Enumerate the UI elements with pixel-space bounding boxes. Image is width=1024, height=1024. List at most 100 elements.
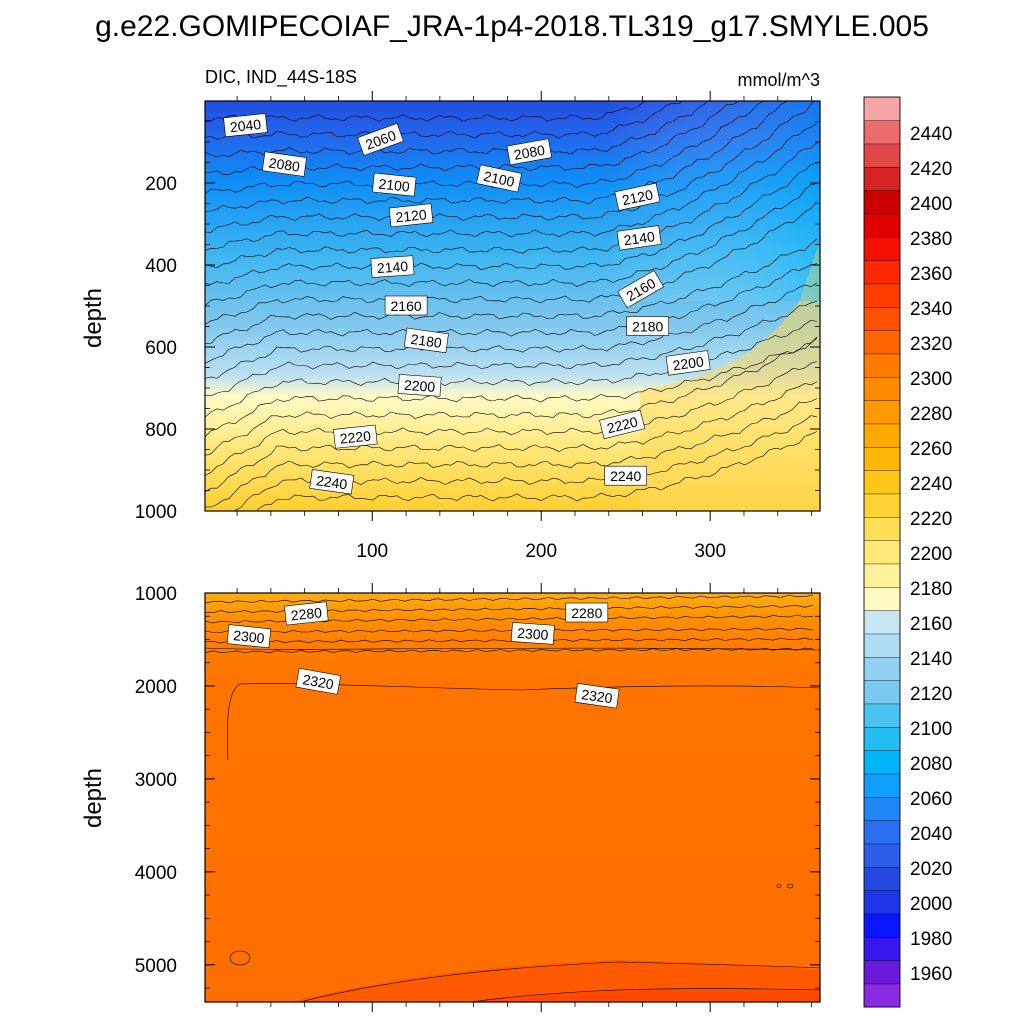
contour-label: 2320 [295, 667, 341, 695]
colorbar-swatch [863, 610, 901, 635]
colorbar-label: 1960 [910, 964, 952, 985]
colorbar-swatch [863, 703, 901, 728]
lower-contour-line [469, 988, 820, 1002]
upper-contour-line [205, 398, 818, 508]
lower-contour-labels: 2280 2280 2300 2300 2320 2320 [226, 601, 620, 709]
lower-contour-loop [229, 950, 251, 966]
contour-label-text: 2040 [229, 116, 262, 135]
colorbar-swatch [863, 960, 901, 985]
contour-label-text: 2300 [233, 627, 266, 646]
colorbar-swatch [863, 353, 901, 378]
colorbar-label: 2220 [910, 509, 952, 530]
contour-label-box [614, 182, 661, 211]
contour-label: 2180 [403, 327, 449, 354]
contour-label: 2200 [665, 350, 711, 376]
upper-contour-line [205, 101, 683, 140]
colorbar-swatch [863, 843, 901, 868]
contour-label-box [599, 409, 646, 440]
contour-label-text: 2120 [621, 186, 655, 208]
contour-label-box [370, 255, 415, 278]
lower-deep-darker-wedge [470, 988, 820, 1002]
colorbar-swatch [863, 236, 901, 261]
y-tick-label: 600 [145, 338, 177, 359]
contour-label-box [309, 469, 355, 495]
contour-label: 2200 [397, 374, 442, 397]
contour-label-text: 2280 [571, 605, 602, 621]
colorbar-swatch [863, 283, 901, 308]
upper-contour-lines [205, 101, 818, 511]
contour-label-text: 2220 [339, 428, 372, 447]
contour-label: 2240 [604, 465, 648, 486]
contour-label-box [574, 683, 620, 709]
colorbar-swatch [863, 890, 901, 915]
contour-label-text: 2080 [513, 142, 547, 163]
colorbar-label: 2280 [910, 404, 952, 425]
lower-panel-frame [204, 592, 821, 1003]
contour-label-text: 2120 [395, 206, 428, 225]
colorbar-swatch [863, 330, 901, 355]
contour-label-text: 2300 [517, 625, 549, 643]
lower-field-fill [205, 593, 820, 1002]
lower-contour-line [205, 594, 814, 604]
colorbar-swatch [863, 516, 901, 541]
colorbar-label: 2120 [910, 684, 952, 705]
colorbar-label: 2060 [910, 789, 952, 810]
contour-label-text: 2280 [290, 604, 323, 623]
contour-label: 2300 [226, 624, 272, 649]
lower-contour-line [205, 647, 814, 654]
lower-contour-line [205, 627, 814, 634]
contour-label-box [333, 424, 378, 449]
contour-label-box [223, 113, 268, 138]
contour-label-box [665, 350, 711, 376]
colorbar-label: 2100 [910, 719, 952, 740]
colorbar-label: 2040 [910, 824, 952, 845]
colorbar-label: 2080 [910, 754, 952, 775]
upper-contour-line [205, 361, 818, 476]
contour-label: 2220 [333, 424, 378, 449]
colorbar-label: 2360 [910, 264, 952, 285]
contour-label-box [476, 164, 522, 193]
colorbar-label: 2140 [910, 649, 952, 670]
lower-contour-line [205, 637, 814, 644]
colorbar-swatch [863, 470, 901, 495]
colorbar-swatch [863, 563, 901, 588]
contour-label: 2120 [614, 182, 661, 211]
upper-contour-line [205, 162, 818, 285]
colorbar-swatch [863, 820, 901, 845]
y-tick-label: 1000 [135, 584, 177, 605]
upper-contour-line [205, 282, 818, 379]
contour-label-text: 2180 [410, 331, 443, 351]
contour-label: 2280 [284, 601, 329, 626]
upper-contour-line [205, 263, 818, 364]
contour-label-box [565, 602, 609, 623]
y-tick-label: 5000 [135, 956, 177, 977]
upper-contour-line [205, 101, 816, 233]
lower-y-axis-label: depth [80, 768, 107, 828]
contour-label-box [626, 316, 670, 336]
contour-label: 2140 [370, 255, 415, 278]
colorbar-swatch [863, 656, 901, 681]
y-tick-label: 400 [145, 256, 177, 277]
contour-label-box [384, 295, 428, 316]
contour-label-text: 2100 [482, 168, 516, 190]
colorbar-label: 2200 [910, 544, 952, 565]
colorbar-swatch [863, 143, 901, 168]
lower-contour-lines [205, 594, 820, 1002]
contour-label-text: 2320 [301, 671, 335, 692]
right-string: mmol/m^3 [738, 70, 820, 90]
upper-y-axis: 200 400 600 800 1000 [135, 100, 820, 523]
colorbar-swatch [863, 866, 901, 891]
contour-label-text: 2200 [404, 377, 436, 395]
contour-label-text: 2240 [610, 468, 641, 484]
colorbar-label: 2260 [910, 439, 952, 460]
colorbar-swatch [863, 260, 901, 285]
contour-label-text: 2080 [268, 155, 301, 175]
left-string: DIC, IND_44S-18S [205, 67, 357, 88]
contour-label: 2040 [223, 113, 268, 138]
lower-contour-loop [776, 884, 782, 888]
upper-right-warm-wedge [640, 240, 820, 511]
contour-label: 2180 [626, 316, 670, 336]
contour-label-text: 2140 [376, 258, 408, 276]
upper-contour-line [256, 431, 818, 511]
